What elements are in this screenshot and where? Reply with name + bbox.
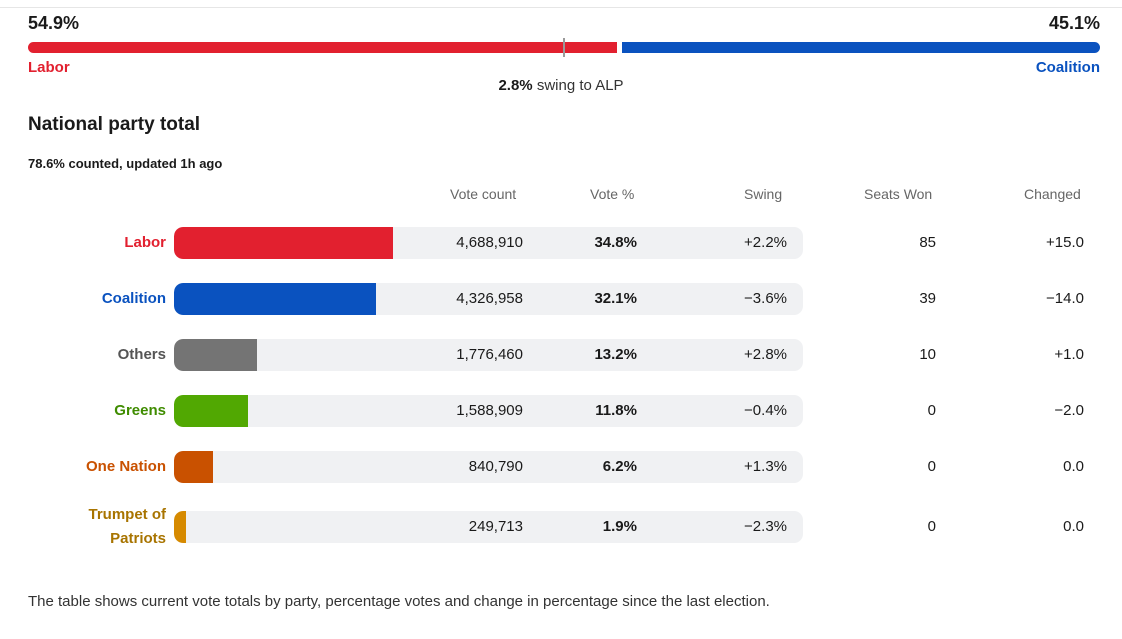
tpp-labor-label: Labor [28,59,70,76]
seats-won-greens: 0 [927,402,936,419]
party-label-line: Greens [114,402,166,419]
table-footnote: The table shows current vote totals by p… [28,593,770,610]
tpp-coalition-segment [622,42,1100,53]
party-label-line: Trumpet of [88,506,167,523]
vote-bar-track-trumpet-of-patriots [174,511,803,543]
vote-count-others: 1,776,460 [456,346,523,363]
swing-value: 2.8% [498,77,533,94]
changed-coalition: −14.0 [1046,290,1084,307]
seats-won-one-nation: 0 [927,458,936,475]
seats-won-coalition: 39 [919,290,936,307]
seats-won-others: 10 [919,346,936,363]
vote-bar-track-coalition [174,283,803,315]
column-header-changed: Changed [1024,186,1081,202]
vote-percent-greens: 11.8% [595,402,637,419]
vote-percent-coalition: 32.1% [594,290,637,307]
party-label-line: Labor [124,234,166,251]
changed-one-nation: 0.0 [1063,458,1084,475]
swing-others: +2.8% [744,346,787,363]
party-label-coalition: Coalition [26,287,166,311]
vote-bar-trumpet-of-patriots [174,511,186,543]
changed-labor: +15.0 [1046,234,1084,251]
majority-marker [563,38,565,57]
swing-description: swing to ALP [536,77,624,94]
changed-trumpet-of-patriots: 0.0 [1063,518,1084,535]
party-label-greens: Greens [26,399,166,423]
swing-labor: +2.2% [744,234,787,251]
changed-others: +1.0 [1054,346,1084,363]
vote-percent-trumpet-of-patriots: 1.9% [602,518,637,535]
tpp-coalition-label: Coalition [1035,59,1100,76]
vote-count-one-nation: 840,790 [468,458,523,475]
party-label-trumpet-of-patriots: Trumpet of Patriots [26,503,167,551]
vote-count-labor: 4,688,910 [456,234,523,251]
swing-greens: −0.4% [744,402,787,419]
column-header-swing: Swing [744,186,783,202]
vote-bar-coalition [174,283,376,315]
party-label-labor: Labor [26,231,166,255]
tpp-coalition-percent: 45.1% [1048,13,1100,33]
party-label-one-nation: One Nation [26,455,166,479]
vote-bar-track-others [174,339,803,371]
swing-trumpet-of-patriots: −2.3% [744,518,787,535]
column-header-vote-percent: Vote % [590,186,635,202]
seats-won-labor: 85 [919,234,936,251]
vote-bar-track-labor [174,227,803,259]
swing-one-nation: +1.3% [744,458,787,475]
column-header-seats-won: Seats Won [864,186,933,202]
vote-bar-track-greens [174,395,803,427]
two-party-preferred-bar [28,38,1100,57]
vote-bar-one-nation [174,451,213,483]
vote-count-greens: 1,588,909 [456,402,523,419]
seats-won-trumpet-of-patriots: 0 [927,518,936,535]
party-label-line: Others [117,346,166,363]
party-label-line: Coalition [101,290,166,307]
vote-bar-others [174,339,257,371]
top-divider [0,7,1122,8]
tpp-labor-percent: 54.9% [28,13,80,33]
party-label-others: Others [26,343,166,367]
counted-status: 78.6% counted, updated 1h ago [28,156,223,171]
swing-summary: 2.8% swing to ALP [0,77,1122,94]
vote-percent-one-nation: 6.2% [602,458,637,475]
vote-bar-labor [174,227,393,259]
vote-bar-track-one-nation [174,451,803,483]
tpp-labor-segment [28,42,617,53]
changed-greens: −2.0 [1054,402,1084,419]
column-header-vote-count: Vote count [450,186,517,202]
vote-bar-greens [174,395,248,427]
swing-coalition: −3.6% [744,290,787,307]
section-title: National party total [28,114,201,135]
vote-count-coalition: 4,326,958 [456,290,523,307]
vote-percent-others: 13.2% [594,346,637,363]
party-label-line: One Nation [85,458,166,475]
vote-percent-labor: 34.8% [594,234,637,251]
vote-count-trumpet-of-patriots: 249,713 [468,518,523,535]
party-label-line: Patriots [110,530,166,547]
